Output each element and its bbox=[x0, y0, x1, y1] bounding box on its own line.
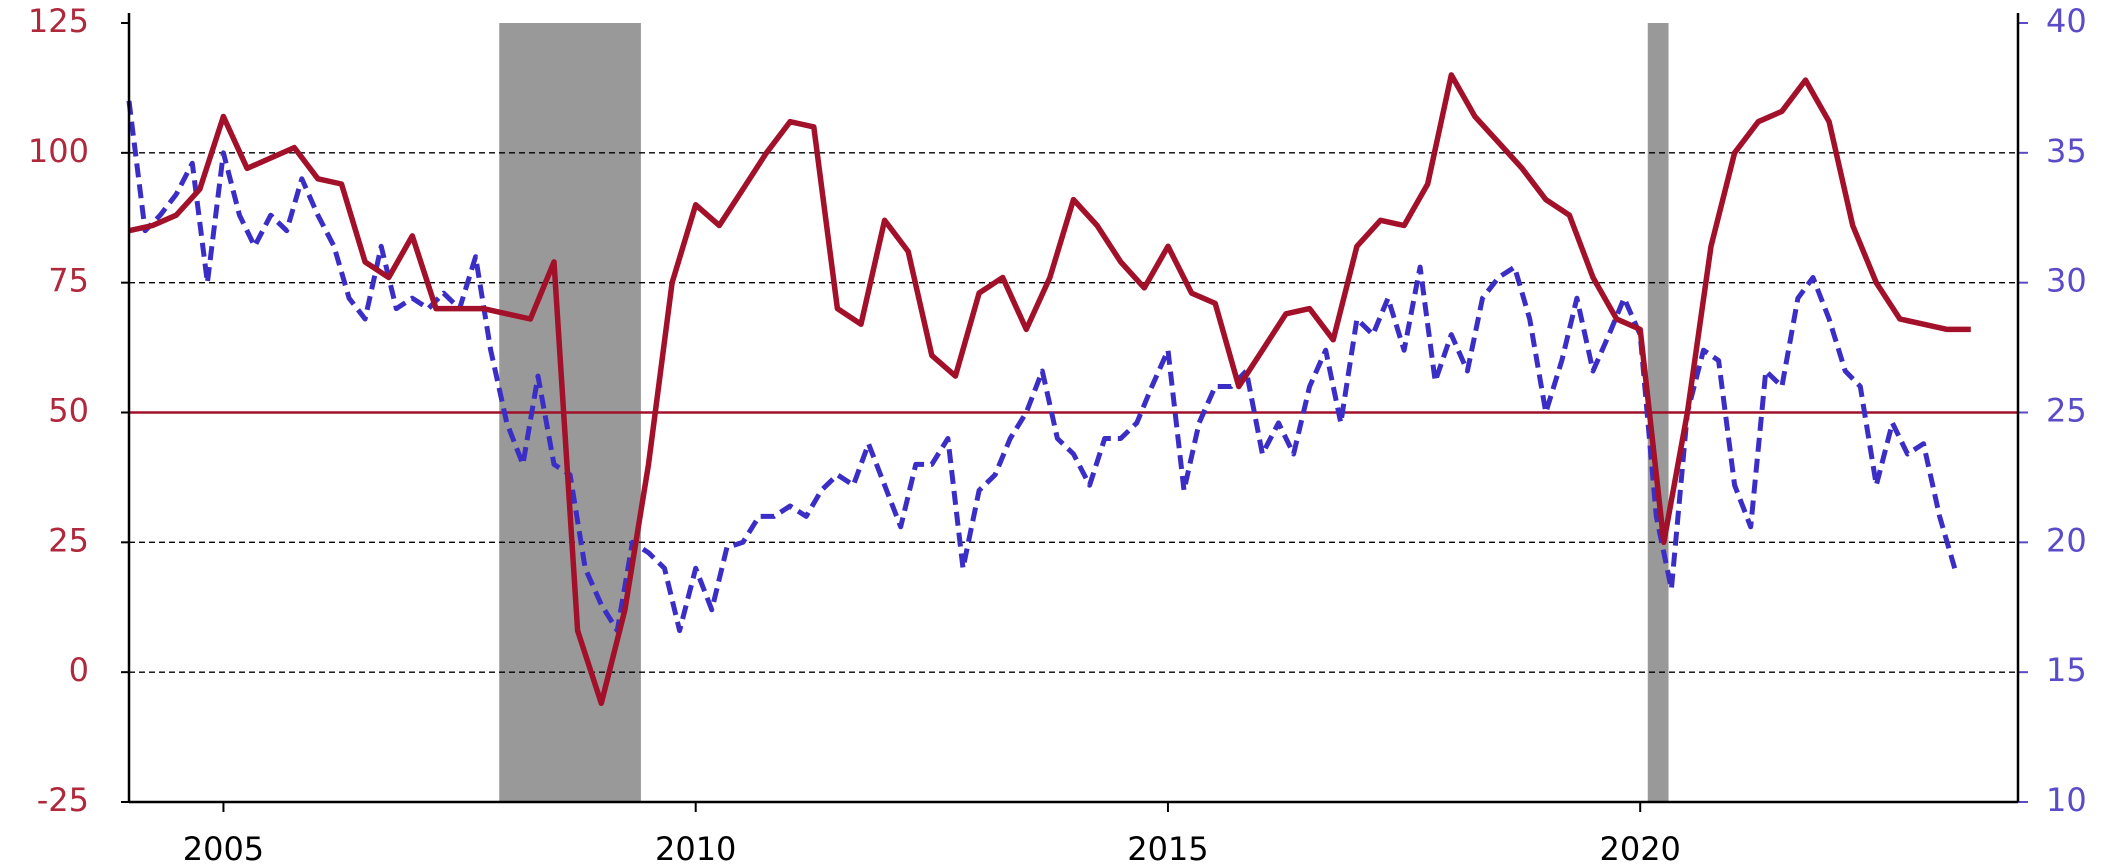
y2-tick-label: 30 bbox=[2046, 262, 2087, 300]
y-tick-label: 0 bbox=[69, 651, 89, 689]
y2-tick-label: 40 bbox=[2046, 2, 2087, 40]
series-line bbox=[128, 72, 1971, 707]
y-tick-label: -25 bbox=[37, 781, 89, 819]
y2-tick-label: 25 bbox=[2046, 392, 2087, 430]
y-tick-label: 25 bbox=[48, 521, 89, 559]
y2-tick-label: 10 bbox=[2046, 781, 2087, 819]
x-tick-label: 2010 bbox=[655, 830, 736, 865]
y-tick-label: 50 bbox=[48, 392, 89, 430]
y2-tick-label: 20 bbox=[2046, 521, 2087, 559]
x-tick-label: 2005 bbox=[183, 830, 264, 865]
y-tick-label: 75 bbox=[48, 262, 89, 300]
x-tick-label: 2015 bbox=[1127, 830, 1208, 865]
series-line bbox=[126, 100, 1958, 634]
y2-tick-label: 15 bbox=[2046, 651, 2087, 689]
y-tick-label: 125 bbox=[28, 2, 89, 40]
y2-tick-label: 35 bbox=[2046, 132, 2087, 170]
y-tick-label: 100 bbox=[28, 132, 89, 170]
x-tick-label: 2020 bbox=[1599, 830, 1680, 865]
